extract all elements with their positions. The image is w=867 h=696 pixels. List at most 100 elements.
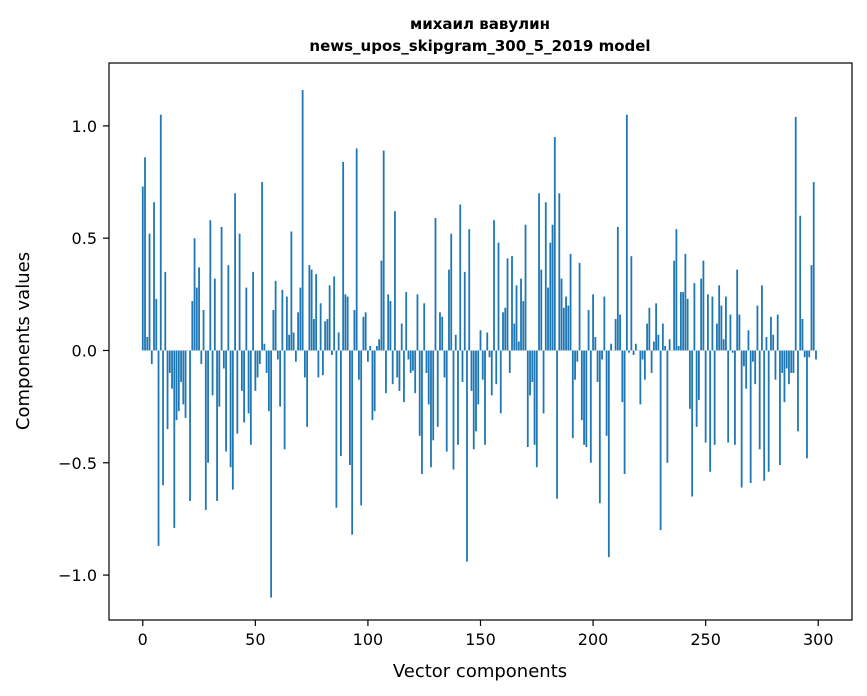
- bar-297: [810, 265, 813, 351]
- bar-139: [454, 334, 457, 351]
- bar-149: [477, 350, 480, 405]
- bar-125: [423, 303, 426, 351]
- bar-254: [713, 350, 716, 445]
- bar-18: [182, 350, 185, 405]
- bar-108: [385, 350, 387, 394]
- bar-194: [578, 262, 581, 351]
- bar-291: [797, 350, 799, 432]
- bar-241: [684, 253, 687, 351]
- bar-112: [394, 211, 396, 351]
- bar-87: [337, 332, 340, 351]
- bar-219: [634, 343, 637, 351]
- bar-100: [367, 350, 369, 362]
- bar-224: [646, 323, 649, 351]
- bar-227: [652, 341, 655, 351]
- bar-247: [698, 350, 700, 400]
- bar-120: [412, 350, 414, 371]
- bar-69: [297, 312, 300, 351]
- bar-237: [675, 229, 678, 351]
- bar-150: [479, 330, 482, 351]
- bar-277: [765, 337, 768, 351]
- bar-11: [166, 350, 169, 430]
- bar-12: [168, 350, 171, 373]
- bar-133: [441, 316, 444, 351]
- bar-145: [468, 229, 471, 351]
- bar-9: [162, 350, 164, 486]
- bar-48: [249, 350, 252, 445]
- bar-170: [524, 224, 527, 351]
- bar-236: [673, 260, 676, 351]
- bar-205: [603, 296, 606, 351]
- bar-102: [371, 350, 374, 421]
- bar-77: [315, 274, 318, 351]
- bar-266: [740, 350, 743, 488]
- y-tick-label-4: 1.0: [72, 117, 97, 136]
- bar-203: [598, 350, 601, 504]
- bar-13: [171, 350, 173, 389]
- bar-253: [711, 296, 714, 351]
- bar-137: [450, 233, 453, 351]
- bar-66: [290, 231, 293, 351]
- bar-186: [560, 278, 563, 351]
- bar-198: [587, 310, 590, 351]
- bar-256: [718, 285, 721, 351]
- bar-15: [175, 350, 178, 421]
- bar-172: [529, 350, 531, 396]
- bar-1: [144, 157, 146, 351]
- bar-44: [240, 350, 243, 391]
- bar-271: [752, 350, 754, 362]
- bar-114: [398, 350, 401, 391]
- bar-76: [312, 319, 315, 351]
- bar-282: [776, 314, 779, 351]
- bar-67: [292, 332, 295, 351]
- bar-245: [693, 283, 696, 351]
- bar-272: [754, 350, 757, 385]
- bar-79: [319, 303, 322, 351]
- bar-168: [520, 278, 522, 351]
- bar-144: [466, 350, 468, 562]
- bar-298: [812, 182, 815, 351]
- y-tick-label-3: 0.5: [72, 229, 97, 248]
- bar-286: [785, 350, 788, 369]
- bar-63: [283, 350, 286, 450]
- bar-106: [380, 260, 383, 351]
- bars-group: [141, 89, 817, 598]
- bar-127: [427, 350, 430, 405]
- bar-8: [159, 114, 162, 351]
- bar-22: [191, 301, 194, 351]
- bar-39: [229, 350, 232, 468]
- bar-68: [294, 350, 297, 362]
- bar-293: [801, 319, 804, 351]
- bar-143: [463, 271, 466, 351]
- bar-208: [610, 343, 612, 351]
- bar-14: [173, 350, 176, 528]
- bar-174: [533, 350, 536, 445]
- bar-96: [358, 350, 360, 380]
- bar-294: [803, 350, 806, 358]
- bar-62: [281, 289, 284, 351]
- bar-267: [743, 350, 745, 367]
- bar-2: [146, 337, 149, 351]
- bar-53: [261, 182, 263, 351]
- bar-16: [177, 350, 180, 412]
- bar-200: [592, 294, 594, 351]
- x-axis-label: Vector components: [393, 661, 567, 682]
- bar-155: [490, 350, 493, 396]
- bar-93: [351, 350, 354, 535]
- bar-104: [376, 345, 378, 351]
- bar-242: [686, 298, 689, 351]
- bar-206: [605, 350, 608, 436]
- bar-41: [234, 193, 236, 351]
- bar-35: [220, 226, 223, 351]
- bar-117: [405, 292, 408, 351]
- bar-165: [513, 323, 516, 351]
- bar-250: [704, 350, 707, 443]
- bar-113: [396, 350, 399, 378]
- bar-43: [238, 233, 241, 351]
- bar-265: [738, 314, 741, 351]
- bar-151: [481, 350, 484, 380]
- bar-217: [630, 256, 633, 351]
- bar-98: [362, 316, 365, 351]
- bar-261: [729, 314, 732, 351]
- bar-94: [353, 310, 356, 351]
